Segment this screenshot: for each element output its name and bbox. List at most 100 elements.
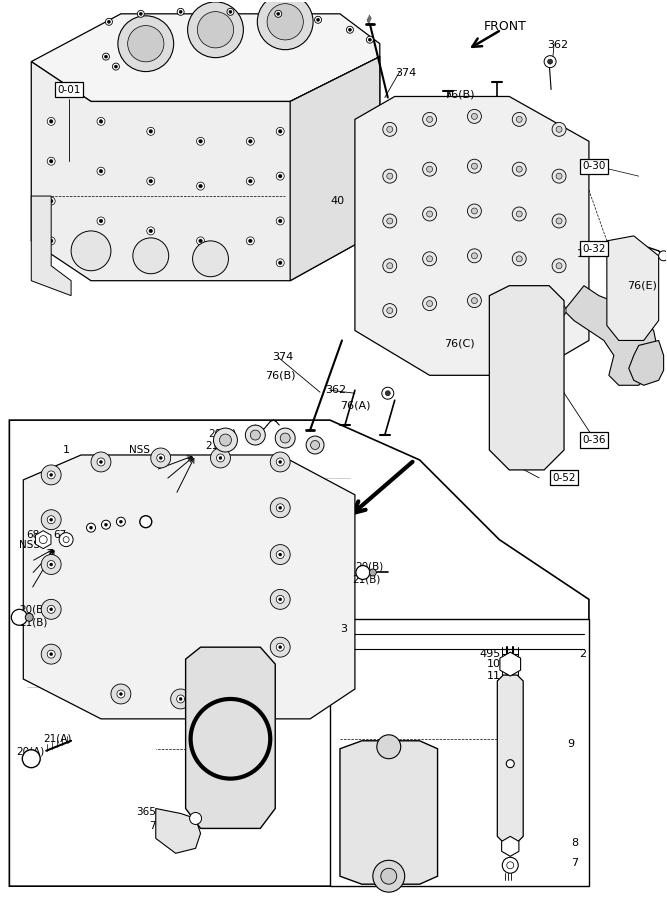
Polygon shape [355,96,589,375]
Text: 76(D): 76(D) [149,821,178,831]
Circle shape [270,452,290,472]
Circle shape [211,448,230,468]
Text: 8: 8 [571,839,578,849]
Circle shape [427,116,433,122]
Circle shape [368,38,372,41]
Circle shape [99,259,103,263]
Circle shape [47,650,55,658]
Polygon shape [502,836,519,856]
Text: 374: 374 [272,353,293,363]
Circle shape [427,301,433,307]
Circle shape [548,59,552,64]
Circle shape [468,248,482,263]
Circle shape [127,25,164,62]
Circle shape [105,18,113,25]
Polygon shape [498,675,523,842]
Circle shape [556,173,562,179]
Circle shape [544,56,556,68]
Circle shape [472,113,478,120]
Circle shape [245,425,265,445]
Circle shape [49,120,53,123]
Circle shape [512,207,526,221]
Circle shape [63,536,69,543]
Text: 9: 9 [567,739,574,749]
Circle shape [423,162,437,176]
Circle shape [197,12,233,48]
Circle shape [71,231,111,271]
Circle shape [177,8,184,15]
Circle shape [105,55,107,58]
Text: 3: 3 [340,625,347,634]
Circle shape [468,293,482,308]
Circle shape [149,179,153,183]
Circle shape [47,237,55,245]
Text: 2: 2 [579,649,586,659]
Circle shape [427,256,433,262]
Text: 76(E): 76(E) [627,281,656,291]
Circle shape [280,433,290,443]
Polygon shape [185,647,275,828]
Circle shape [47,606,55,613]
Circle shape [315,16,321,23]
Circle shape [556,126,562,132]
Polygon shape [500,652,521,676]
Text: 495: 495 [480,649,501,659]
Circle shape [219,434,231,446]
Circle shape [149,230,153,233]
Circle shape [49,199,53,202]
Circle shape [189,813,201,824]
Polygon shape [31,57,380,281]
Circle shape [47,516,55,524]
Text: 76(B): 76(B) [265,370,295,381]
Circle shape [197,237,205,245]
Circle shape [556,308,562,313]
Circle shape [381,868,397,884]
Circle shape [199,184,202,188]
Polygon shape [35,531,51,549]
Circle shape [423,112,437,126]
Text: 5: 5 [340,836,347,846]
Circle shape [87,523,95,532]
Circle shape [279,598,281,601]
Circle shape [11,609,27,626]
Circle shape [249,239,252,243]
Circle shape [236,695,244,703]
Circle shape [49,239,53,243]
Circle shape [249,140,252,143]
Circle shape [387,173,393,179]
Circle shape [230,689,250,709]
Circle shape [516,116,522,122]
Circle shape [49,518,53,521]
Circle shape [171,689,191,709]
Text: 76(C): 76(C) [444,338,475,348]
Circle shape [267,4,303,40]
Text: 76(A): 76(A) [340,400,370,410]
Circle shape [382,387,394,400]
Circle shape [512,112,526,126]
Circle shape [278,220,282,223]
Text: 1: 1 [577,248,584,259]
Circle shape [47,158,55,166]
Text: 20(B): 20(B) [19,605,47,615]
Circle shape [149,130,153,133]
Polygon shape [340,741,438,884]
Polygon shape [564,285,658,385]
Circle shape [276,127,284,135]
Circle shape [105,523,107,526]
Circle shape [276,504,284,512]
Circle shape [279,507,281,509]
Circle shape [151,448,171,468]
Circle shape [49,159,53,163]
Circle shape [199,140,202,143]
Text: FRONT: FRONT [484,20,526,32]
Circle shape [99,461,103,464]
Circle shape [59,533,73,546]
Circle shape [41,465,61,485]
Circle shape [157,454,165,462]
Circle shape [147,177,155,185]
Circle shape [423,252,437,266]
Polygon shape [330,619,589,886]
Circle shape [117,518,125,526]
Circle shape [49,473,53,476]
Circle shape [270,637,290,657]
